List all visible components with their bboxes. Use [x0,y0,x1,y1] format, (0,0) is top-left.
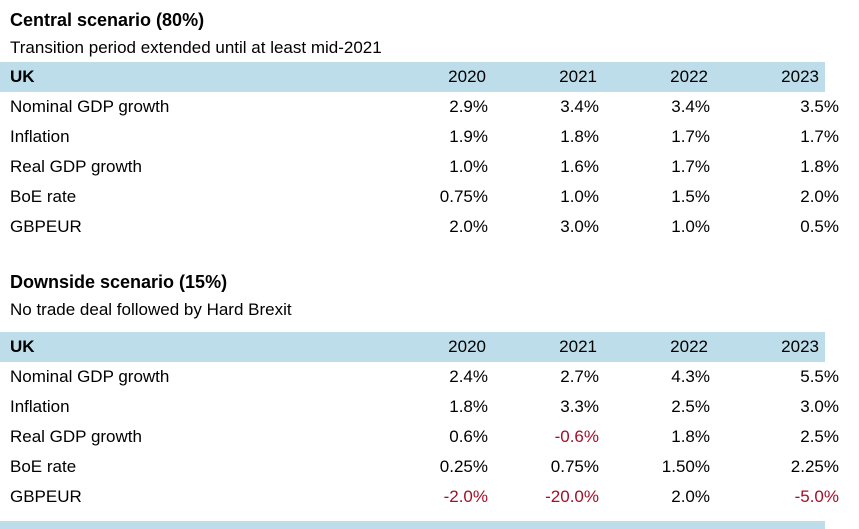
section-subtitle: No trade deal followed by Hard Brexit [10,300,292,319]
cell-value: 2.0% [800,187,839,206]
cell-value: 5.5% [800,367,839,386]
row-label: Nominal GDP growth [10,367,170,386]
cell-value: 1.0% [560,187,599,206]
table-row-nominal-gdp: Nominal GDP growth 2.4% 2.7% 4.3% 5.5% [0,362,845,392]
cell-value: 3.0% [800,397,839,416]
cell-value: 3.4% [671,97,710,116]
cell-value: 0.75% [439,187,488,206]
region-header-label: UK [10,337,35,356]
cell-value: 1.9% [449,127,488,146]
cell-value: 1.7% [800,127,839,146]
cell-value: 2.7% [560,367,599,386]
cell-value: 0.6% [449,427,488,446]
cell-value: 3.3% [560,397,599,416]
next-table-header-partial [0,521,825,529]
cell-value: 1.5% [671,187,710,206]
year-header-2021: 2021 [559,67,597,86]
row-label: BoE rate [10,187,77,206]
table-row-nominal-gdp: Nominal GDP growth 2.9% 3.4% 3.4% 3.5% [0,92,845,122]
cell-value: 2.9% [449,97,488,116]
row-label: Inflation [10,127,70,146]
table-row-gbpeur: GBPEUR -2.0% -20.0% 2.0% -5.0% [0,482,845,512]
year-header-2023: 2023 [781,67,819,86]
section-central-scenario: Central scenario (80%) Transition period… [0,6,859,242]
row-label: Inflation [10,397,70,416]
cell-value: 2.5% [671,397,710,416]
cell-value: 1.50% [661,457,710,476]
cell-value: 0.5% [800,217,839,236]
cell-value: 2.5% [800,427,839,446]
table-row-boe-rate: BoE rate 0.25% 0.75% 1.50% 2.25% [0,452,845,482]
row-label: GBPEUR [10,217,82,236]
cell-value: -0.6% [554,427,599,446]
row-label: Real GDP growth [10,427,142,446]
year-header-2022: 2022 [670,67,708,86]
cell-value: 2.25% [790,457,839,476]
year-header-2020: 2020 [448,337,486,356]
table-header-row: UK 2020 2021 2022 2023 [0,62,825,92]
table-row-boe-rate: BoE rate 0.75% 1.0% 1.5% 2.0% [0,182,845,212]
table-row-real-gdp: Real GDP growth 0.6% -0.6% 1.8% 2.5% [0,422,845,452]
table-row-gbpeur: GBPEUR 2.0% 3.0% 1.0% 0.5% [0,212,845,242]
cell-value: 2.0% [449,217,488,236]
row-label: Nominal GDP growth [10,97,170,116]
cell-value: 0.75% [550,457,599,476]
cell-value: 2.4% [449,367,488,386]
cell-value: 1.8% [449,397,488,416]
year-header-2021: 2021 [559,337,597,356]
cell-value: 1.0% [449,157,488,176]
row-label: BoE rate [10,457,77,476]
cell-value: 1.7% [671,127,710,146]
cell-value: 0.25% [439,457,488,476]
year-header-2022: 2022 [670,337,708,356]
cell-value: 3.5% [800,97,839,116]
year-header-2023: 2023 [781,337,819,356]
row-label: Real GDP growth [10,157,142,176]
table-row-inflation: Inflation 1.8% 3.3% 2.5% 3.0% [0,392,845,422]
cell-value: 1.6% [560,157,599,176]
section-subtitle: Transition period extended until at leas… [10,38,382,57]
cell-value: 1.8% [671,427,710,446]
cell-value: -5.0% [794,487,839,506]
section-downside-scenario: Downside scenario (15%) No trade deal fo… [0,268,859,512]
section-title: Downside scenario (15%) [10,272,228,292]
row-label: GBPEUR [10,487,82,506]
cell-value: 1.7% [671,157,710,176]
region-header-label: UK [10,67,35,86]
table-row-inflation: Inflation 1.9% 1.8% 1.7% 1.7% [0,122,845,152]
cell-value: 4.3% [671,367,710,386]
cell-value: 3.0% [560,217,599,236]
cell-value: 1.0% [671,217,710,236]
cell-value: 1.8% [800,157,839,176]
cell-value: -20.0% [545,487,599,506]
cell-value: 1.8% [560,127,599,146]
year-header-2020: 2020 [448,67,486,86]
table-header-row: UK 2020 2021 2022 2023 [0,332,825,362]
cell-value: 3.4% [560,97,599,116]
section-title: Central scenario (80%) [10,10,205,30]
cell-value: 2.0% [671,487,710,506]
cell-value: -2.0% [443,487,488,506]
table-row-real-gdp: Real GDP growth 1.0% 1.6% 1.7% 1.8% [0,152,845,182]
